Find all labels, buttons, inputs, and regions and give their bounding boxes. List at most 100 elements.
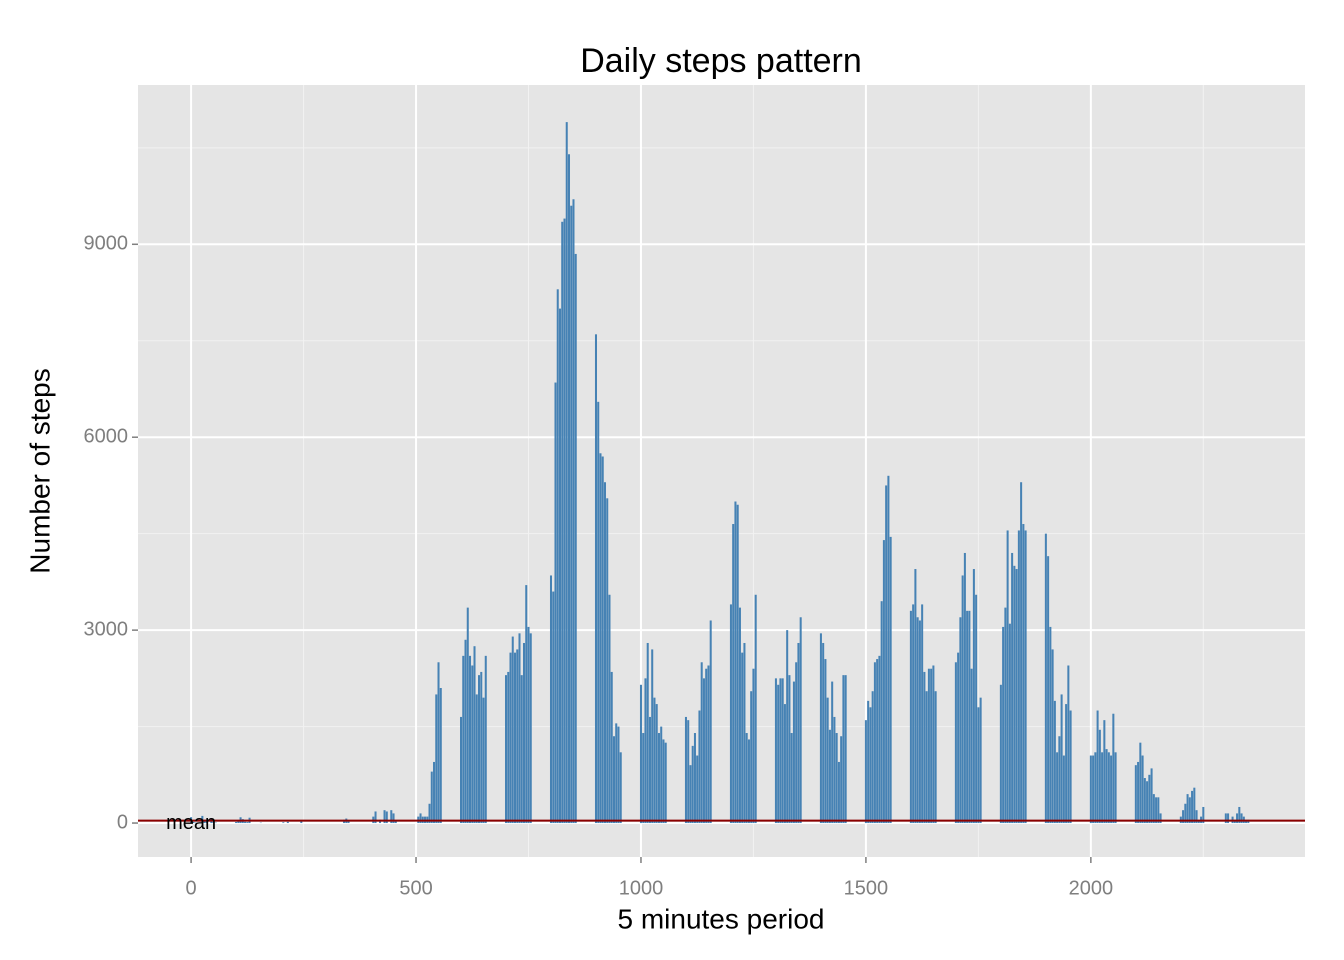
bar bbox=[597, 401, 600, 824]
bar bbox=[954, 662, 957, 824]
bar bbox=[549, 575, 553, 824]
bar bbox=[1065, 704, 1068, 824]
bar bbox=[419, 813, 422, 824]
bar bbox=[192, 821, 195, 824]
bar bbox=[864, 720, 867, 824]
bar bbox=[747, 739, 750, 824]
bar bbox=[1155, 797, 1158, 824]
bar bbox=[1159, 813, 1162, 824]
bar bbox=[754, 594, 757, 824]
bar bbox=[1096, 710, 1099, 824]
bar bbox=[567, 154, 571, 824]
bar bbox=[439, 688, 442, 824]
bar bbox=[707, 665, 710, 824]
bar bbox=[741, 652, 744, 824]
bar bbox=[873, 662, 876, 824]
bar bbox=[869, 707, 872, 824]
bar bbox=[918, 620, 921, 824]
bar bbox=[972, 569, 975, 824]
bar bbox=[480, 671, 483, 824]
x-tick-label: 0 bbox=[186, 877, 197, 899]
bar bbox=[471, 665, 474, 824]
bar bbox=[824, 659, 827, 824]
bar bbox=[527, 626, 530, 824]
bar bbox=[572, 199, 575, 824]
bar bbox=[1137, 761, 1140, 824]
bar bbox=[786, 630, 789, 824]
bar bbox=[1101, 752, 1104, 824]
bar bbox=[729, 604, 732, 824]
bar bbox=[392, 813, 395, 824]
bar bbox=[932, 665, 935, 824]
bar bbox=[196, 822, 199, 824]
bar bbox=[662, 739, 665, 824]
bar bbox=[795, 662, 798, 824]
bar bbox=[282, 822, 285, 824]
y-tick-label: 3000 bbox=[84, 618, 129, 640]
bar bbox=[871, 691, 874, 824]
bar bbox=[977, 707, 980, 824]
bar bbox=[300, 820, 303, 824]
bar bbox=[750, 691, 753, 824]
bar bbox=[466, 607, 469, 824]
bar bbox=[914, 569, 917, 824]
bar bbox=[1006, 530, 1009, 824]
bar bbox=[518, 633, 521, 824]
bar bbox=[738, 607, 741, 824]
bar bbox=[1240, 813, 1243, 824]
bar bbox=[482, 697, 485, 824]
bar bbox=[822, 642, 825, 824]
bar bbox=[509, 652, 512, 824]
bar bbox=[430, 771, 433, 824]
bar bbox=[882, 540, 885, 824]
bar bbox=[734, 501, 737, 824]
bar bbox=[835, 733, 838, 824]
bar bbox=[646, 642, 649, 824]
bar bbox=[507, 671, 510, 824]
bar bbox=[689, 765, 692, 824]
bar bbox=[1049, 626, 1052, 824]
bar bbox=[1224, 813, 1227, 824]
bar bbox=[347, 821, 350, 824]
bar bbox=[1047, 556, 1050, 824]
bar bbox=[516, 649, 519, 824]
bar bbox=[687, 720, 690, 824]
bar bbox=[777, 684, 780, 824]
bar bbox=[934, 691, 937, 824]
bar bbox=[203, 821, 206, 824]
bar bbox=[244, 821, 247, 824]
bar bbox=[970, 668, 973, 824]
bar bbox=[435, 694, 438, 824]
bar bbox=[876, 659, 879, 824]
bar bbox=[437, 662, 440, 824]
bar bbox=[923, 671, 926, 824]
bar bbox=[826, 697, 829, 824]
bar bbox=[1227, 813, 1230, 824]
bar bbox=[1186, 794, 1189, 824]
bar bbox=[979, 697, 982, 824]
bar bbox=[966, 610, 969, 824]
bar bbox=[1110, 755, 1113, 824]
bar bbox=[819, 633, 822, 824]
bar bbox=[975, 594, 978, 824]
bar bbox=[657, 733, 660, 824]
bar bbox=[554, 382, 557, 824]
bar bbox=[235, 821, 238, 824]
bar bbox=[837, 761, 840, 824]
bar bbox=[930, 668, 933, 824]
bar bbox=[615, 723, 618, 824]
bar bbox=[1103, 720, 1106, 824]
bar bbox=[469, 655, 472, 824]
bar bbox=[1008, 623, 1011, 824]
bar bbox=[664, 742, 667, 824]
bar bbox=[1058, 736, 1061, 824]
chart-title: Daily steps pattern bbox=[580, 42, 862, 80]
bar bbox=[840, 736, 843, 824]
bar bbox=[1020, 482, 1023, 824]
bar bbox=[844, 675, 847, 824]
bar bbox=[1141, 755, 1144, 824]
bar bbox=[655, 704, 658, 824]
bar bbox=[520, 675, 523, 824]
bar bbox=[959, 617, 962, 824]
